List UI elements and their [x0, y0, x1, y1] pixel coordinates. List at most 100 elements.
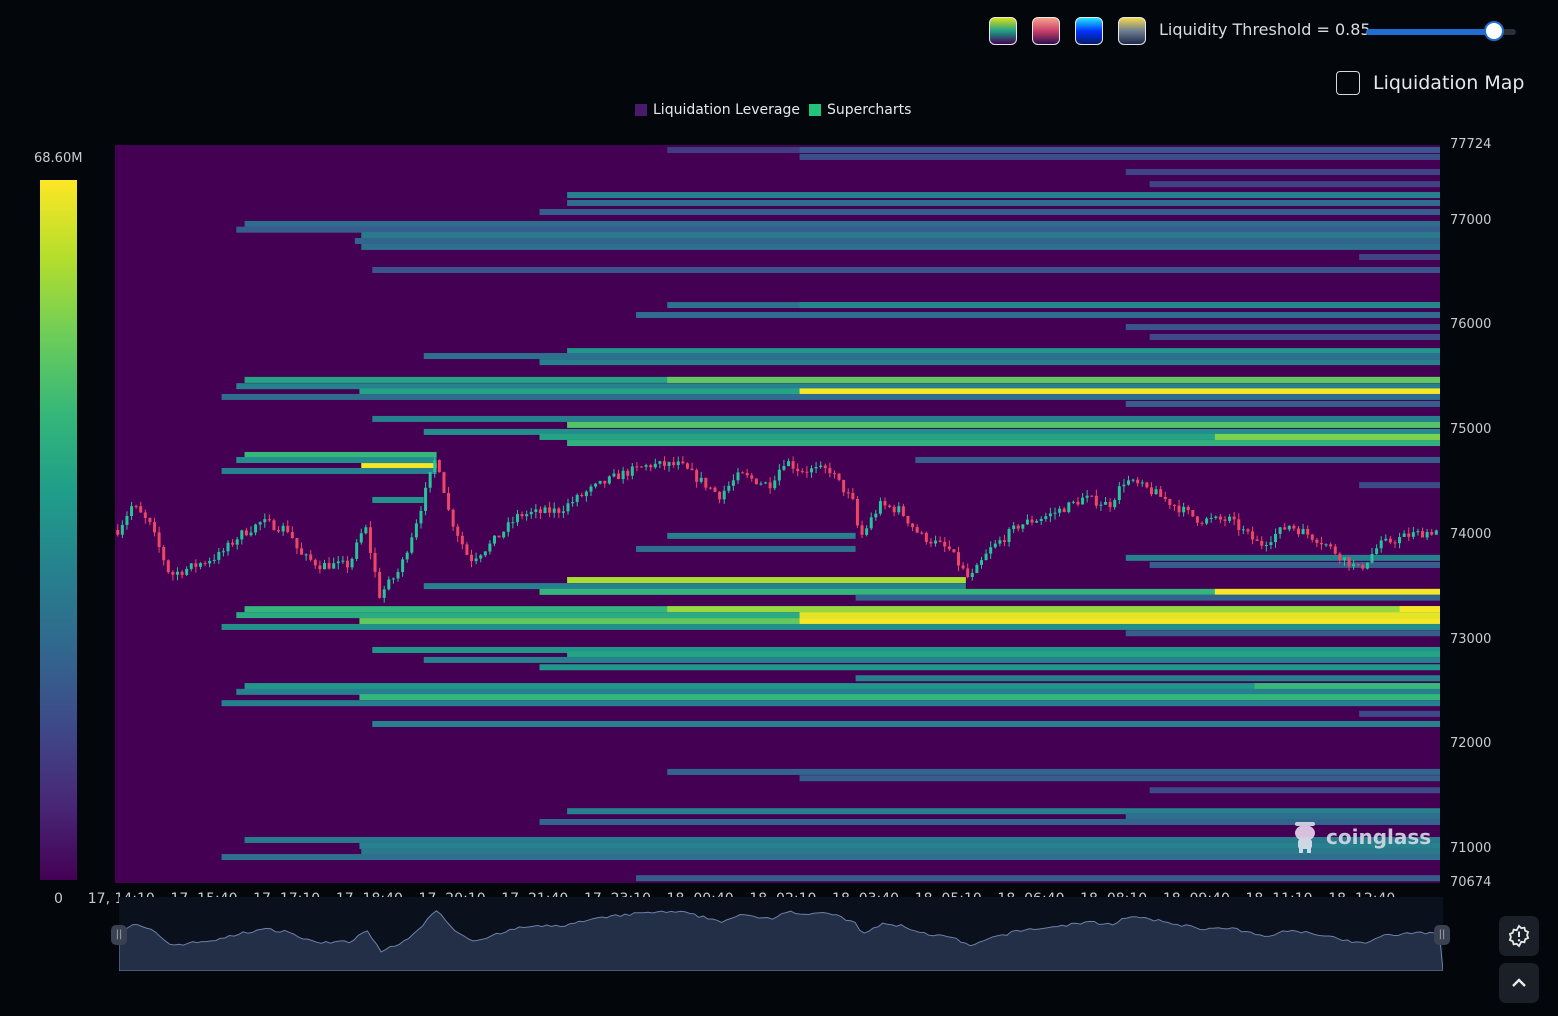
- candle: [272, 518, 276, 531]
- candle: [492, 535, 496, 547]
- candle: [208, 557, 212, 568]
- candle: [617, 469, 621, 480]
- candle: [759, 481, 763, 486]
- candle: [1071, 500, 1075, 505]
- liquidity-band: [372, 496, 424, 503]
- candle: [235, 536, 239, 550]
- candle: [993, 540, 997, 549]
- candle: [1264, 541, 1268, 552]
- candle: [341, 555, 345, 565]
- candle: [1108, 498, 1112, 512]
- candle: [1434, 529, 1438, 535]
- candle: [1076, 497, 1080, 507]
- candle: [607, 475, 611, 485]
- candle: [552, 502, 556, 518]
- liquidity-threshold-slider[interactable]: [1366, 21, 1516, 41]
- candle: [874, 509, 878, 521]
- y-tick-label: 77724: [1450, 137, 1492, 152]
- settings-alert-button[interactable]: [1499, 916, 1539, 956]
- time-navigator[interactable]: [119, 897, 1443, 971]
- candle: [1030, 515, 1034, 526]
- candle: [134, 504, 138, 509]
- candle: [336, 555, 340, 570]
- candle: [713, 486, 717, 493]
- liquidation-map-checkbox[interactable]: [1336, 71, 1360, 95]
- y-tick-label: 71000: [1450, 840, 1492, 856]
- candle: [447, 487, 451, 511]
- candle: [382, 585, 386, 603]
- candle: [414, 519, 418, 541]
- candle: [437, 459, 441, 473]
- candle: [1365, 562, 1369, 570]
- candle: [828, 462, 832, 478]
- colorbar-min-label: 0: [54, 891, 63, 907]
- candle: [594, 482, 598, 489]
- candle: [727, 481, 731, 494]
- liquidation-map-label[interactable]: Liquidation Map: [1373, 72, 1525, 94]
- candle: [1035, 519, 1039, 524]
- candle: [929, 538, 933, 548]
- candle: [1407, 527, 1411, 542]
- candle: [1361, 562, 1365, 571]
- candle: [731, 474, 735, 491]
- slider-knob[interactable]: [1483, 21, 1504, 41]
- liquidity-band: [1125, 554, 1440, 561]
- candle: [428, 471, 432, 493]
- candle: [1241, 525, 1245, 535]
- candle: [162, 544, 166, 566]
- liquidity-band: [799, 618, 1440, 625]
- palette-magma-button[interactable]: [1032, 17, 1060, 45]
- candle: [1329, 542, 1333, 550]
- candle: [1319, 536, 1323, 550]
- candle: [1278, 526, 1282, 539]
- liquidity-band: [423, 353, 1440, 360]
- candle: [750, 472, 754, 482]
- candle: [1287, 525, 1291, 532]
- candle: [1370, 547, 1374, 564]
- legend-item-liquidation-leverage[interactable]: Liquidation Leverage: [635, 102, 800, 118]
- liquidity-band: [1125, 630, 1440, 637]
- liquidity-band: [372, 646, 1440, 653]
- liquidity-band: [359, 694, 1440, 701]
- candle: [373, 547, 377, 578]
- candle: [662, 456, 666, 471]
- candle: [460, 531, 464, 550]
- candle: [787, 458, 791, 467]
- coinglass-logo-icon: [1295, 822, 1315, 853]
- y-tick-label: 77000: [1450, 212, 1492, 228]
- liquidity-band: [799, 775, 1440, 782]
- liquidity-band: [236, 688, 1440, 695]
- candle: [231, 539, 235, 547]
- candle: [267, 514, 271, 522]
- candle: [212, 554, 216, 564]
- candle: [488, 540, 492, 555]
- palette-viridis-button[interactable]: [989, 17, 1017, 45]
- navigator-left-handle[interactable]: ||: [111, 925, 127, 945]
- candle: [842, 479, 846, 496]
- candle: [479, 554, 483, 563]
- navigator-right-handle[interactable]: ||: [1434, 925, 1450, 945]
- candle: [984, 549, 988, 561]
- heatmap-chart[interactable]: [115, 145, 1440, 883]
- candle: [534, 504, 538, 519]
- scroll-to-top-button[interactable]: [1499, 963, 1539, 1003]
- liquidity-band: [635, 875, 1440, 882]
- liquidity-band: [1149, 181, 1440, 188]
- y-tick-label: 76000: [1450, 317, 1492, 333]
- liquidity-band: [1359, 710, 1440, 717]
- candle: [998, 536, 1002, 547]
- candle: [1315, 538, 1319, 548]
- candle: [883, 497, 887, 510]
- candle: [1251, 526, 1255, 545]
- candle: [263, 513, 267, 528]
- candle: [520, 511, 524, 520]
- candle: [1117, 482, 1121, 505]
- liquidity-band: [567, 808, 1440, 815]
- palette-cividis-button[interactable]: [1118, 17, 1146, 45]
- palette-jet-button[interactable]: [1075, 17, 1103, 45]
- candle: [548, 501, 552, 518]
- candle: [506, 517, 510, 537]
- liquidity-band: [667, 376, 1440, 383]
- candle: [290, 526, 294, 539]
- legend-item-supercharts[interactable]: Supercharts: [809, 102, 911, 118]
